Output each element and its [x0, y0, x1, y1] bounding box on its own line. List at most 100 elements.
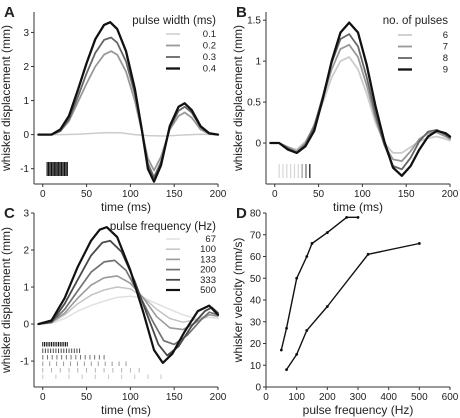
y-axis-label-b: whisker displacement (mm) [231, 25, 245, 172]
data-point-d [417, 242, 421, 245]
y-tick-label-b: 0.5 [247, 98, 261, 109]
x-tick-label-a: 0 [40, 189, 46, 200]
x-axis-label-b: time (ms) [333, 200, 383, 214]
series-line-a-3 [37, 21, 220, 183]
data-point-d [356, 215, 360, 219]
x-tick-label-b: 200 [442, 189, 459, 200]
data-point-d [285, 368, 288, 371]
series-line-d-0 [280, 216, 359, 351]
data-point-d [305, 255, 309, 258]
x-tick-label-b: 150 [398, 189, 415, 200]
panel-c-marks: 0 50 100 150 200 -1 0 1 2 3 time (ms) whisker displ… [0, 209, 227, 418]
legend-label-c: 333 [200, 275, 216, 286]
legend-label-a: 0.3 [203, 52, 216, 63]
data-point-d [305, 329, 309, 332]
x-tick-label-b: 0 [272, 189, 278, 200]
legend-title-a: pulse width (ms) [132, 15, 216, 27]
x-tick-label-a: 150 [166, 189, 183, 200]
y-tick-label-d: 70 [250, 230, 262, 241]
y-axis-label-a: whisker displacement (mm) [0, 25, 13, 172]
x-tick-label-c: 200 [210, 392, 227, 403]
series-line-d-1 [285, 242, 420, 371]
x-tick-label-c: 150 [166, 392, 183, 403]
data-point-d [325, 305, 329, 308]
x-axis-label-d: pulse frequency (Hz) [303, 403, 414, 417]
y-tick-label-d: 60 [250, 252, 262, 263]
y-tick-label-a: -1 [20, 164, 29, 175]
x-tick-label-d: 300 [350, 392, 367, 403]
x-tick-label-a: 50 [81, 189, 93, 200]
y-tick-label-b: 1.5 [247, 16, 261, 27]
panel-d: D 0 100 200 300 400 500 600 0 10 20 30 40 50 60 70 80 pu… [231, 205, 459, 417]
x-tick-label-b: 50 [313, 189, 325, 200]
y-tick-label-a: 1 [23, 96, 29, 107]
legend-title-b: no. of pulses [383, 15, 448, 27]
data-point-d [325, 231, 329, 234]
y-tick-label-c: -1 [20, 357, 29, 368]
x-tick-label-b: 100 [354, 189, 371, 200]
legend-label-a: 0.1 [203, 29, 216, 40]
legend-label-c: 100 [200, 244, 216, 255]
y-tick-label-d: 30 [250, 317, 262, 328]
data-point-d [279, 348, 283, 352]
series-line-a-0 [37, 131, 219, 137]
panel-label-a: A [4, 4, 15, 21]
legend-title-c: pulse frequency (Hz) [110, 221, 216, 233]
series-line-c-0 [37, 295, 219, 325]
y-tick-label-a: 0 [23, 130, 29, 141]
y-axis-label-d: whisker velocity (mm/s) [231, 238, 245, 364]
series-line-a-1 [37, 50, 219, 172]
panel-b: B 0 50 100 150 200 0 0.5 1 1.5 time (ms) whisker d… [231, 4, 459, 214]
series-line-c-3 [37, 259, 219, 346]
panel-label-c: C [4, 205, 15, 222]
x-tick-label-d: 100 [288, 392, 305, 403]
legend-label-b: 7 [443, 42, 448, 53]
legend-label-b: 6 [443, 30, 448, 41]
y-tick-label-c: 2 [23, 246, 29, 257]
y-tick-label-c: 3 [23, 209, 29, 220]
x-tick-label-a: 100 [122, 189, 139, 200]
data-point-d [310, 242, 314, 245]
x-tick-label-a: 200 [210, 189, 227, 200]
y-tick-label-d: 20 [250, 339, 262, 350]
series-line-c-5 [37, 226, 220, 364]
legend-label-b: 8 [443, 53, 448, 64]
legend-label-b: 9 [443, 65, 448, 76]
panel-b-marks: 0 50 100 150 200 0 0.5 1 1.5 time (ms) whisker dis… [231, 12, 459, 214]
y-tick-label-d: 80 [250, 209, 262, 220]
y-tick-label-b: 1 [255, 57, 261, 68]
x-tick-label-c: 50 [81, 392, 93, 403]
x-tick-label-d: 200 [319, 392, 336, 403]
panel-d-marks: 0 100 200 300 400 500 600 0 10 20 30 40 50 60 70 80 puls… [231, 209, 459, 418]
y-tick-label-d: 10 [250, 361, 262, 372]
y-tick-label-a: 3 [23, 28, 29, 39]
y-tick-label-d: 50 [250, 274, 262, 285]
y-tick-label-d: 0 [255, 383, 261, 394]
panel-a-marks: 0 50 100 150 200 -1 0 1 2 3 time (ms) whisker displ… [0, 12, 227, 214]
legend-label-c: 133 [200, 254, 216, 265]
data-point-d [295, 276, 299, 280]
x-tick-label-d: 0 [263, 392, 269, 403]
x-tick-label-d: 500 [411, 392, 428, 403]
x-axis-label-c: time (ms) [101, 403, 151, 417]
x-tick-label-c: 100 [122, 392, 139, 403]
data-point-d [366, 252, 370, 256]
y-tick-label-c: 1 [23, 283, 29, 294]
series-line-b-0 [269, 56, 451, 154]
legend-label-c: 500 [200, 285, 216, 296]
y-tick-label-d: 40 [250, 296, 262, 307]
data-point-d [345, 215, 349, 219]
legend-label-a: 0.4 [203, 64, 216, 75]
x-tick-label-d: 400 [380, 392, 397, 403]
panel-label-d: D [236, 205, 247, 222]
data-point-d [285, 326, 288, 330]
panel-a: A 0 50 100 150 200 -1 0 1 2 3 time (ms) whisker dis… [0, 4, 227, 214]
panel-c: C 0 50 100 150 200 -1 0 1 2 3 time (ms) whisker dis… [0, 205, 227, 417]
legend-label-c: 200 [200, 265, 216, 276]
data-point-d [295, 352, 299, 356]
y-tick-label-a: 2 [23, 62, 29, 73]
y-tick-label-b: 0 [255, 139, 261, 150]
legend-label-a: 0.2 [203, 41, 216, 52]
y-tick-label-c: 0 [23, 320, 29, 331]
